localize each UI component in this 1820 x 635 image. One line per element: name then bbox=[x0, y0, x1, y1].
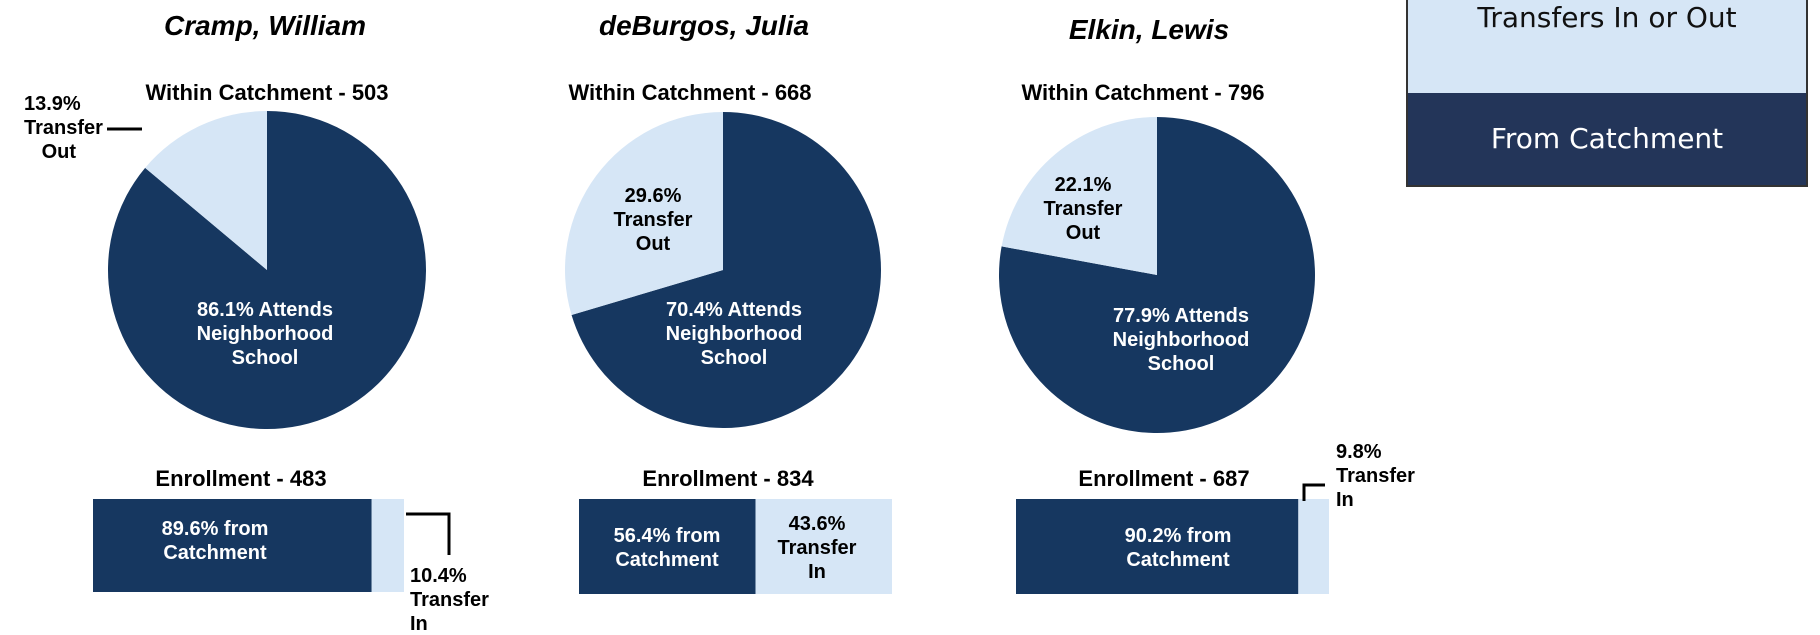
pie-slice bbox=[1001, 117, 1157, 275]
pie-slice bbox=[564, 112, 723, 316]
chart-subtitle: Within Catchment - 668 bbox=[568, 80, 812, 105]
chart-subtitle: Within Catchment - 503 bbox=[145, 80, 389, 105]
chart-title: Elkin, Lewis bbox=[1068, 14, 1230, 45]
chart-title: Cramp, William bbox=[163, 10, 367, 41]
data-label: 56.4% from Catchment bbox=[613, 525, 721, 571]
bar-segment bbox=[93, 499, 372, 592]
data-label: 86.1% Attends Neighborhood School bbox=[196, 299, 334, 369]
leader-line bbox=[1302, 483, 1325, 501]
legend-item: From Catchment bbox=[1408, 92, 1806, 185]
data-label: 9.8% Transfer In bbox=[1336, 441, 1415, 511]
pie-slice bbox=[998, 117, 1315, 433]
bar-segment bbox=[755, 499, 892, 594]
data-label: 22.1% Transfer Out bbox=[1043, 174, 1123, 244]
data-label: 43.6% Transfer In bbox=[777, 513, 857, 583]
pie-slice bbox=[571, 112, 881, 428]
bar-segment bbox=[371, 499, 404, 592]
data-label: 29.6% Transfer Out bbox=[613, 185, 693, 255]
data-label: 77.9% Attends Neighborhood School bbox=[1112, 305, 1250, 375]
chart-title: deBurgos, Julia bbox=[598, 10, 810, 41]
chart-title: Enrollment - 483 bbox=[155, 466, 327, 491]
data-label: 90.2% from Catchment bbox=[1124, 525, 1232, 571]
bar-segment bbox=[1298, 499, 1329, 594]
bar-segment bbox=[1016, 499, 1299, 594]
data-label: 10.4% Transfer In bbox=[410, 565, 489, 635]
data-label: 13.9% Transfer Out bbox=[24, 93, 103, 163]
chart-title: Enrollment - 687 bbox=[1078, 466, 1250, 491]
chart-subtitle: Within Catchment - 796 bbox=[1021, 80, 1265, 105]
chart-title: Enrollment - 834 bbox=[642, 466, 814, 491]
leader-line bbox=[406, 512, 451, 555]
pie-slice bbox=[145, 111, 267, 270]
legend: Transfers In or Out From Catchment bbox=[1406, 0, 1808, 187]
data-label: 89.6% from Catchment bbox=[161, 518, 269, 564]
bar-segment bbox=[579, 499, 756, 594]
legend-item: Transfers In or Out bbox=[1408, 0, 1806, 93]
data-label: 70.4% Attends Neighborhood School bbox=[665, 299, 803, 369]
